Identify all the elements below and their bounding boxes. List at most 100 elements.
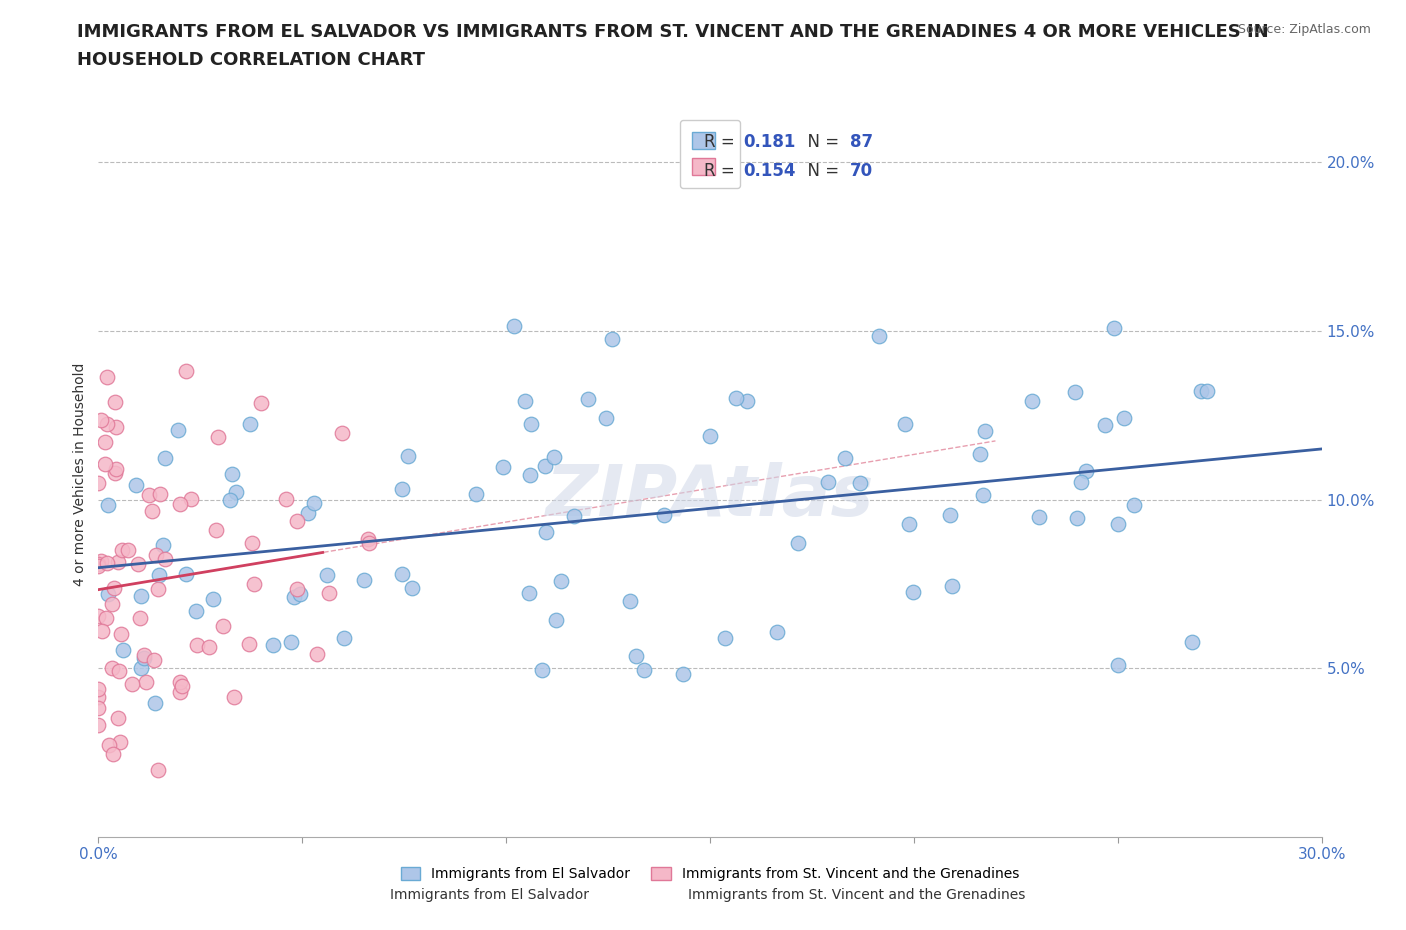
Point xyxy=(125,478,148,493)
Point xyxy=(817,474,839,489)
Text: R =: R = xyxy=(704,133,740,151)
Text: 0.154: 0.154 xyxy=(744,162,796,179)
Point xyxy=(1181,634,1204,649)
Point xyxy=(894,416,917,431)
Point xyxy=(180,491,202,506)
Point xyxy=(941,578,963,593)
Point xyxy=(1021,393,1043,408)
Point xyxy=(1195,383,1218,398)
Text: 70: 70 xyxy=(851,162,873,179)
Point xyxy=(101,746,124,761)
Point xyxy=(128,610,150,625)
Point xyxy=(90,412,112,427)
Point xyxy=(134,650,156,665)
Point xyxy=(211,619,233,634)
Point xyxy=(87,690,110,705)
Point xyxy=(357,536,380,551)
Point xyxy=(219,493,242,508)
Point xyxy=(145,548,167,563)
Text: ZIPAtlas: ZIPAtlas xyxy=(546,461,875,530)
Point xyxy=(110,626,132,641)
Point xyxy=(285,581,308,596)
Point xyxy=(97,587,120,602)
Text: N =: N = xyxy=(797,162,844,179)
Point xyxy=(149,486,172,501)
Point xyxy=(401,580,423,595)
Point xyxy=(766,625,789,640)
Text: Source: ZipAtlas.com: Source: ZipAtlas.com xyxy=(1237,23,1371,36)
Point xyxy=(1028,510,1050,525)
Legend: Immigrants from El Salvador, Immigrants from St. Vincent and the Grenadines: Immigrants from El Salvador, Immigrants … xyxy=(394,860,1026,888)
Point xyxy=(737,394,759,409)
Point xyxy=(536,525,558,539)
Point xyxy=(969,447,991,462)
Point xyxy=(97,737,120,752)
Point xyxy=(90,553,112,568)
Point xyxy=(595,411,617,426)
Point xyxy=(787,536,810,551)
Point xyxy=(391,482,413,497)
Point xyxy=(96,417,118,432)
Point xyxy=(396,449,419,464)
Text: R =: R = xyxy=(704,162,740,179)
Point xyxy=(143,652,166,667)
Point xyxy=(148,567,170,582)
Text: Immigrants from El Salvador: Immigrants from El Salvador xyxy=(391,888,589,902)
Point xyxy=(280,634,302,649)
Point xyxy=(167,423,190,438)
Point xyxy=(96,555,118,570)
Point xyxy=(834,450,856,465)
Point xyxy=(534,459,557,474)
Point xyxy=(90,623,112,638)
Point xyxy=(101,596,124,611)
Point xyxy=(503,318,526,333)
Point xyxy=(974,423,997,438)
Text: IMMIGRANTS FROM EL SALVADOR VS IMMIGRANTS FROM ST. VINCENT AND THE GRENADINES 4 : IMMIGRANTS FROM EL SALVADOR VS IMMIGRANT… xyxy=(77,23,1270,41)
Point xyxy=(117,542,139,557)
Point xyxy=(96,369,118,384)
Point xyxy=(357,531,380,546)
Point xyxy=(315,567,337,582)
Point xyxy=(242,577,264,591)
Point xyxy=(87,718,110,733)
Point xyxy=(207,430,229,445)
Point xyxy=(302,496,325,511)
Point xyxy=(274,491,297,506)
Point xyxy=(94,610,117,625)
Point xyxy=(1107,658,1129,672)
Point xyxy=(87,559,110,574)
Point xyxy=(146,762,169,777)
Point xyxy=(141,504,163,519)
Point xyxy=(517,586,540,601)
Point xyxy=(600,332,623,347)
Point xyxy=(848,476,870,491)
Point xyxy=(242,535,264,550)
Text: N =: N = xyxy=(797,133,844,151)
Point xyxy=(134,647,156,662)
Y-axis label: 4 or more Vehicles in Household: 4 or more Vehicles in Household xyxy=(73,363,87,586)
Point xyxy=(1066,511,1088,525)
Point xyxy=(138,488,160,503)
Point xyxy=(239,417,262,432)
Point xyxy=(87,701,110,716)
Point xyxy=(87,682,110,697)
Text: 0.181: 0.181 xyxy=(744,133,796,151)
Point xyxy=(1076,463,1098,478)
Point xyxy=(94,435,117,450)
Point xyxy=(87,557,110,572)
Point xyxy=(288,587,311,602)
Point xyxy=(225,485,247,499)
Point xyxy=(562,509,585,524)
Point xyxy=(619,593,641,608)
Point xyxy=(94,457,117,472)
Point xyxy=(169,675,191,690)
Point xyxy=(330,426,353,441)
Point xyxy=(492,459,515,474)
Point xyxy=(205,523,228,538)
Text: HOUSEHOLD CORRELATION CHART: HOUSEHOLD CORRELATION CHART xyxy=(77,51,426,69)
Point xyxy=(250,396,273,411)
Point xyxy=(550,574,572,589)
Point xyxy=(169,685,191,700)
Point xyxy=(169,497,191,512)
Point xyxy=(186,638,208,653)
